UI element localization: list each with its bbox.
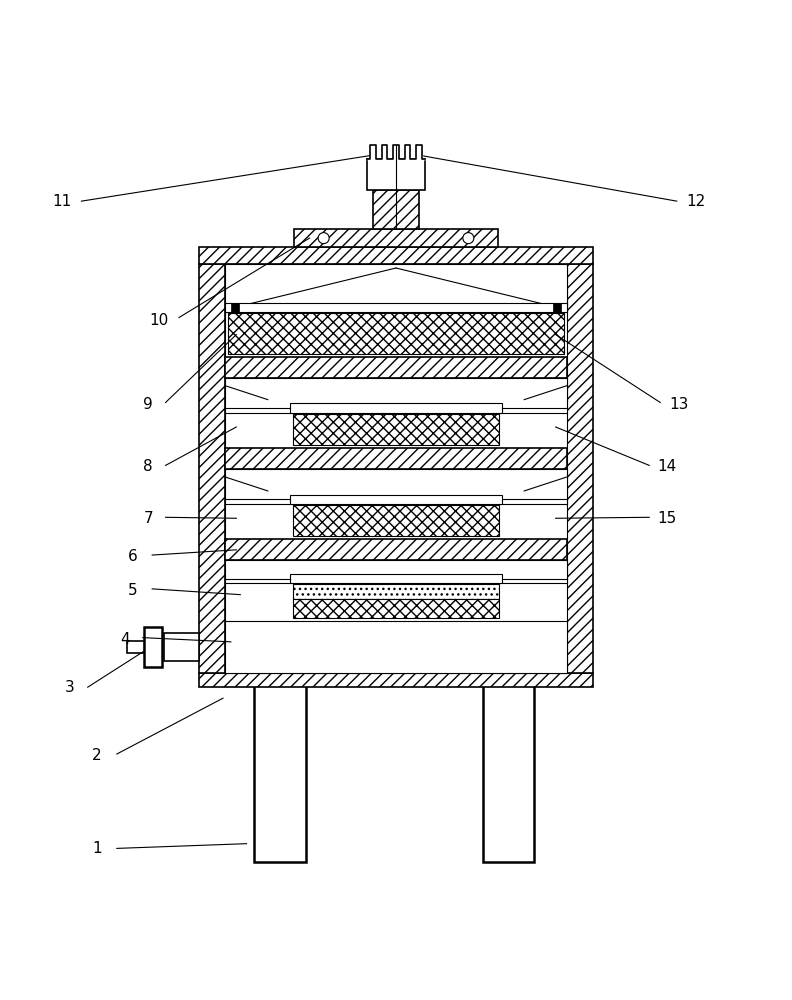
Bar — [225, 448, 567, 469]
Bar — [293, 505, 499, 536]
Bar — [200, 264, 225, 673]
Text: 12: 12 — [687, 194, 706, 209]
Text: 9: 9 — [143, 397, 153, 412]
Text: 10: 10 — [149, 313, 168, 328]
Bar — [554, 303, 562, 313]
Bar — [254, 659, 306, 862]
Bar — [225, 539, 567, 560]
Bar — [373, 190, 419, 229]
Bar — [482, 659, 534, 862]
Bar — [225, 303, 567, 312]
Bar — [367, 159, 425, 190]
Text: 5: 5 — [128, 583, 137, 598]
Text: 3: 3 — [65, 680, 74, 695]
Bar — [144, 627, 162, 667]
Circle shape — [318, 233, 329, 244]
Bar — [225, 378, 567, 413]
Bar — [225, 357, 567, 378]
Bar — [225, 469, 567, 504]
Bar — [200, 673, 592, 687]
Text: 11: 11 — [52, 194, 71, 209]
Bar — [225, 560, 567, 583]
Bar — [225, 621, 567, 673]
Text: 6: 6 — [128, 549, 138, 564]
Text: 7: 7 — [143, 511, 153, 526]
Text: 8: 8 — [143, 459, 153, 474]
Bar — [567, 264, 592, 673]
Bar — [290, 403, 502, 413]
Bar — [225, 264, 567, 312]
Circle shape — [463, 233, 474, 244]
Bar — [294, 229, 498, 247]
Bar — [200, 247, 592, 264]
Bar — [293, 599, 499, 618]
Bar — [293, 584, 499, 599]
Bar — [164, 633, 200, 661]
Text: 15: 15 — [657, 511, 677, 526]
Text: 14: 14 — [657, 459, 677, 474]
Bar — [230, 303, 238, 313]
Text: 2: 2 — [93, 748, 102, 763]
Bar — [127, 641, 144, 653]
Text: 13: 13 — [669, 397, 689, 412]
Text: 4: 4 — [120, 632, 129, 647]
Bar — [225, 264, 567, 673]
Bar — [290, 574, 502, 583]
Bar — [290, 495, 502, 504]
Bar — [293, 414, 499, 445]
Text: 1: 1 — [93, 841, 102, 856]
Polygon shape — [367, 145, 425, 159]
Bar — [228, 313, 564, 354]
